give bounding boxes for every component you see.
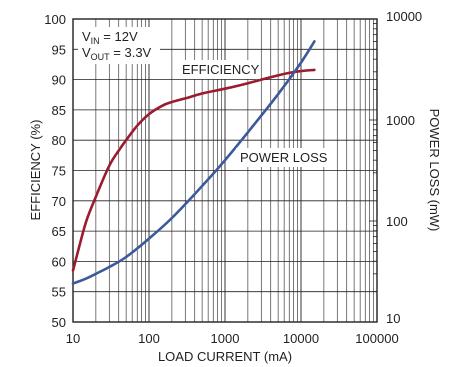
y-left-tick-label: 85 xyxy=(52,103,66,118)
y-right-tick-label: 10 xyxy=(386,311,400,326)
x-tick-label: 100 xyxy=(138,331,160,346)
vout-label: VOUT = 3.3V xyxy=(82,45,152,62)
efficiency-series-label: EFFICIENCY xyxy=(182,62,260,77)
plot-frame xyxy=(72,18,378,323)
power-loss-line xyxy=(71,40,316,285)
y-left-tick-label: 100 xyxy=(44,12,66,27)
y-left-tick-labels: 50 55 60 65 70 75 80 85 90 95 100 xyxy=(44,12,66,330)
x-axis-title: LOAD CURRENT (mA) xyxy=(158,349,292,364)
efficiency-label-bg xyxy=(178,60,260,79)
y-left-tick-label: 95 xyxy=(52,42,66,57)
y-left-tick-label: 90 xyxy=(52,73,66,88)
power-loss-series-label: POWER LOSS xyxy=(240,150,328,165)
y-left-tick-label: 55 xyxy=(52,285,66,300)
y-right-axis-title: POWER LOSS (mW) xyxy=(427,109,442,232)
x-tick-label: 10 xyxy=(66,331,80,346)
y-right-tick-label: 1000 xyxy=(386,113,415,128)
y-left-tick-label: 70 xyxy=(52,194,66,209)
y-right-tick-label: 10000 xyxy=(386,9,422,24)
conditions-box xyxy=(78,27,160,64)
x-tick-label: 10000 xyxy=(283,331,319,346)
x-tick-label: 100000 xyxy=(355,331,398,346)
y-left-tick-label: 60 xyxy=(52,254,66,269)
y-right-tick-label: 100 xyxy=(386,214,408,229)
y-left-tick-label: 80 xyxy=(52,133,66,148)
vin-label: VIN = 12V xyxy=(82,29,138,46)
x-tick-label: 1000 xyxy=(211,331,240,346)
y-left-axis-title: EFFICIENCY (%) xyxy=(28,120,43,221)
y-left-tick-label: 50 xyxy=(52,315,66,330)
y-left-tick-label: 65 xyxy=(52,224,66,239)
series-lines xyxy=(71,40,316,285)
power-loss-label-bg xyxy=(236,148,332,167)
efficiency-line xyxy=(71,68,316,272)
x-tick-labels: 10 100 1000 10000 100000 xyxy=(66,331,399,346)
y-left-tick-label: 75 xyxy=(52,164,66,179)
y-right-tick-labels: 10 100 1000 10000 xyxy=(386,9,422,326)
